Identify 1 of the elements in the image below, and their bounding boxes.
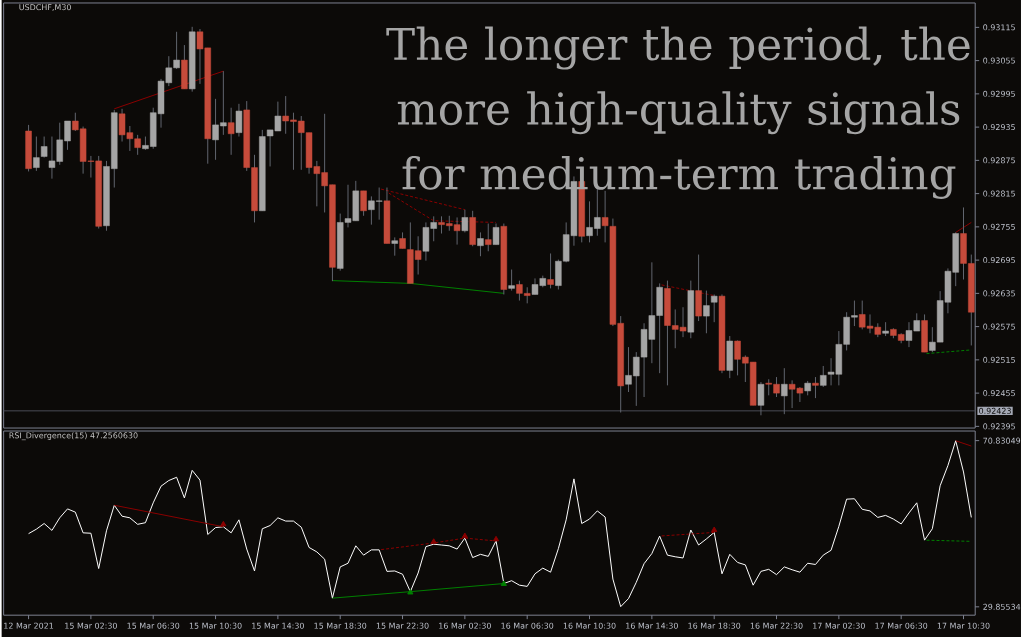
annotation: The longer the period, the more high-quality signals for medium-term trading <box>386 26 970 199</box>
